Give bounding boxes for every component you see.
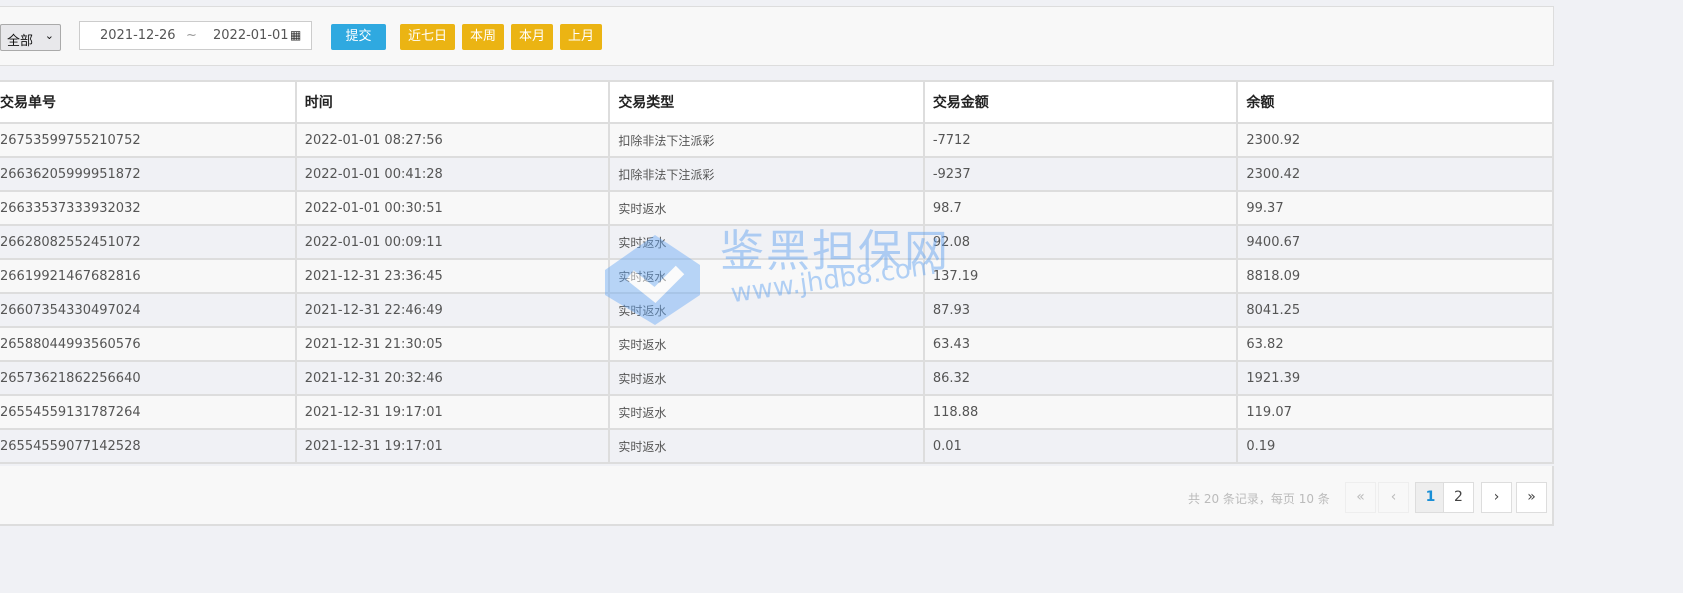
watermark: 鉴黑担保网 www.jhdb8.com <box>600 225 948 339</box>
last-7-days-button[interactable]: 近七日 <box>400 24 455 50</box>
cell-time: 2021-12-31 22:46:49 <box>294 292 611 328</box>
column-header-amount: 交易金额 <box>922 80 1239 124</box>
cell-amount: 86.32 <box>922 360 1239 396</box>
cell-type: 实时返水 <box>608 258 925 294</box>
cell-time: 2021-12-31 20:32:46 <box>294 360 611 396</box>
cell-order-id: 26607354330497024 <box>0 292 297 328</box>
cell-amount: 137.19 <box>922 258 1239 294</box>
cell-type: 实时返水 <box>608 190 925 226</box>
cell-type: 扣除非法下注派彩 <box>608 122 925 158</box>
transactions-table: 交易单号 时间 交易类型 交易金额 余额 26753599755210752 2022-0… <box>0 80 1554 464</box>
cell-balance: 0.19 <box>1236 428 1554 464</box>
table-footer <box>0 466 1554 526</box>
table-row: 26753599755210752 2022-01-01 08:27:56 扣除非法… <box>0 122 1554 158</box>
pagination-info: 共 20 条记录，每页 10 条 <box>1188 492 1330 506</box>
cell-order-id: 26554559131787264 <box>0 394 297 430</box>
column-header-balance: 余额 <box>1236 80 1554 124</box>
table-row: 26554559077142528 2021-12-31 19:17:01 实时返水… <box>0 428 1554 464</box>
chevron-down-icon: ⌄ <box>44 29 54 42</box>
table-row: 26588044993560576 2021-12-31 21:30:05 实时返水… <box>0 326 1554 362</box>
cell-time: 2021-12-31 21:30:05 <box>294 326 611 362</box>
cell-type: 实时返水 <box>608 326 925 362</box>
cell-balance: 2300.42 <box>1236 156 1554 192</box>
cell-type: 实时返水 <box>608 428 925 464</box>
cell-time: 2021-12-31 19:17:01 <box>294 428 611 464</box>
cell-amount: 87.93 <box>922 292 1239 328</box>
cell-time: 2022-01-01 08:27:56 <box>294 122 611 158</box>
cell-order-id: 26753599755210752 <box>0 122 297 158</box>
cell-type: 实时返水 <box>608 292 925 328</box>
cell-time: 2022-01-01 00:30:51 <box>294 190 611 226</box>
type-select[interactable]: 全部 ⌄ <box>0 24 61 51</box>
column-header-time: 时间 <box>294 80 611 124</box>
cell-order-id: 26636205999951872 <box>0 156 297 192</box>
cell-order-id: 26619921467682816 <box>0 258 297 294</box>
table-row: 26633537333932032 2022-01-01 00:30:51 实时返水… <box>0 190 1554 226</box>
next-page-button[interactable]: › <box>1481 482 1512 513</box>
cell-order-id: 26628082552451072 <box>0 224 297 260</box>
watermark-logo-icon <box>605 235 700 325</box>
table-row: 26636205999951872 2022-01-01 00:41:28 扣除非法… <box>0 156 1554 192</box>
cell-balance: 99.37 <box>1236 190 1554 226</box>
cell-amount: -9237 <box>922 156 1239 192</box>
cell-order-id: 26633537333932032 <box>0 190 297 226</box>
cell-order-id: 26573621862256640 <box>0 360 297 396</box>
cell-amount: 118.88 <box>922 394 1239 430</box>
cell-amount: -7712 <box>922 122 1239 158</box>
date-from: 2021-12-26 <box>100 28 176 43</box>
date-separator: ~ <box>186 28 197 43</box>
cell-type: 扣除非法下注派彩 <box>608 156 925 192</box>
last-month-button[interactable]: 上月 <box>560 24 602 50</box>
cell-balance: 2300.92 <box>1236 122 1554 158</box>
cell-balance: 63.82 <box>1236 326 1554 362</box>
table-row: 26628082552451072 2022-01-01 00:09:11 实时返水… <box>0 224 1554 260</box>
date-range-input[interactable]: 2021-12-26 ~ 2022-01-01 ▦ <box>79 21 312 50</box>
column-header-order-id: 交易单号 <box>0 80 297 124</box>
this-week-button[interactable]: 本周 <box>462 24 504 50</box>
calendar-icon: ▦ <box>290 28 302 42</box>
cell-amount: 63.43 <box>922 326 1239 362</box>
last-page-button[interactable]: » <box>1516 482 1547 513</box>
cell-amount: 92.08 <box>922 224 1239 260</box>
type-select-value: 全部 <box>7 34 34 49</box>
cell-type: 实时返水 <box>608 394 925 430</box>
cell-balance: 1921.39 <box>1236 360 1554 396</box>
cell-order-id: 26588044993560576 <box>0 326 297 362</box>
cell-time: 2022-01-01 00:41:28 <box>294 156 611 192</box>
cell-time: 2021-12-31 19:17:01 <box>294 394 611 430</box>
this-month-button[interactable]: 本月 <box>511 24 553 50</box>
page-2-button[interactable]: 2 <box>1443 482 1474 513</box>
column-header-type: 交易类型 <box>608 80 925 124</box>
cell-time: 2021-12-31 23:36:45 <box>294 258 611 294</box>
cell-type: 实时返水 <box>608 360 925 396</box>
watermark-name: 鉴黑担保网 <box>720 226 950 277</box>
date-to: 2022-01-01 <box>213 28 289 43</box>
cell-order-id: 26554559077142528 <box>0 428 297 464</box>
table-row: 26554559131787264 2021-12-31 19:17:01 实时返水… <box>0 394 1554 430</box>
cell-time: 2022-01-01 00:09:11 <box>294 224 611 260</box>
prev-page-button[interactable]: ‹ <box>1378 482 1409 513</box>
submit-button[interactable]: 提交 <box>331 24 386 50</box>
cell-balance: 119.07 <box>1236 394 1554 430</box>
table-row: 26573621862256640 2021-12-31 20:32:46 实时返水… <box>0 360 1554 396</box>
cell-amount: 0.01 <box>922 428 1239 464</box>
cell-balance: 8041.25 <box>1236 292 1554 328</box>
cell-balance: 9400.67 <box>1236 224 1554 260</box>
cell-type: 实时返水 <box>608 224 925 260</box>
cell-amount: 98.7 <box>922 190 1239 226</box>
first-page-button[interactable]: « <box>1345 482 1376 513</box>
cell-balance: 8818.09 <box>1236 258 1554 294</box>
page-1-button[interactable]: 1 <box>1415 482 1446 513</box>
